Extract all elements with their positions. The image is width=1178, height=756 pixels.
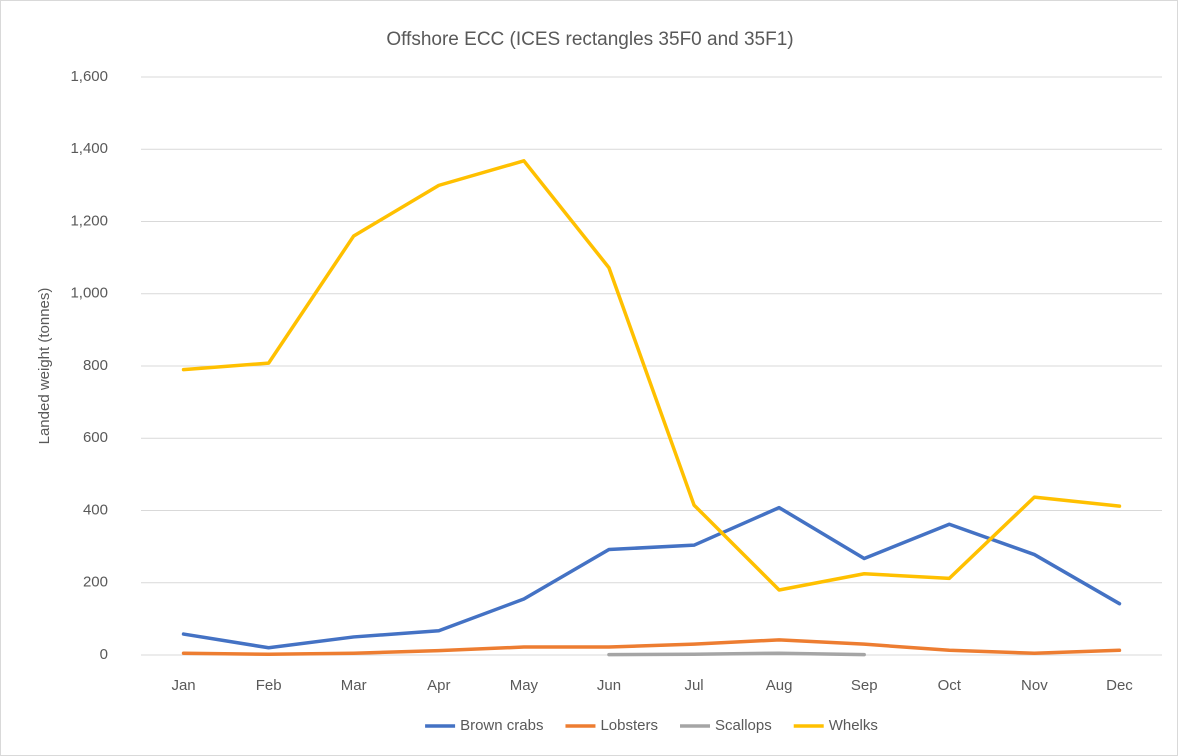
- y-tick-label: 1,400: [70, 140, 108, 157]
- x-tick-label: Apr: [427, 677, 450, 694]
- x-tick-label: Sep: [851, 677, 878, 694]
- x-tick-label: Aug: [766, 677, 793, 694]
- y-tick-label: 200: [83, 574, 108, 591]
- x-tick-label: Nov: [1021, 677, 1048, 694]
- chart-title: Offshore ECC (ICES rectangles 35F0 and 3…: [386, 29, 793, 50]
- legend-item: Brown crabs: [425, 717, 543, 734]
- y-tick-label: 1,200: [70, 212, 108, 229]
- x-tick-label: Mar: [341, 677, 367, 694]
- x-tick-label: Jan: [171, 677, 195, 694]
- x-tick-label: May: [510, 677, 539, 694]
- legend-item: Lobsters: [565, 717, 658, 734]
- series-line: [181, 505, 1122, 650]
- y-tick-label: 1,000: [70, 285, 108, 302]
- x-tick-label: Jun: [597, 677, 621, 694]
- legend-label: Scallops: [715, 717, 772, 734]
- y-tick-label: 1,600: [70, 68, 108, 85]
- y-tick-label: 400: [83, 501, 108, 518]
- x-tick-label: Dec: [1106, 677, 1133, 694]
- x-tick-label: Jul: [684, 677, 703, 694]
- legend-label: Lobsters: [600, 717, 658, 734]
- series-line: [181, 638, 1122, 657]
- y-tick-label: 800: [83, 357, 108, 374]
- series-line: [181, 159, 1122, 592]
- y-tick-label: 0: [100, 646, 108, 663]
- x-tick-label: Feb: [256, 677, 282, 694]
- y-axis-label: Landed weight (tonnes): [36, 288, 53, 445]
- legend-item: Scallops: [680, 717, 772, 734]
- x-tick-label: Oct: [938, 677, 962, 694]
- series-line: [607, 651, 866, 657]
- legend-item: Whelks: [793, 717, 878, 734]
- legend-label: Whelks: [829, 717, 878, 734]
- y-tick-label: 600: [83, 429, 108, 446]
- legend-label: Brown crabs: [460, 717, 543, 734]
